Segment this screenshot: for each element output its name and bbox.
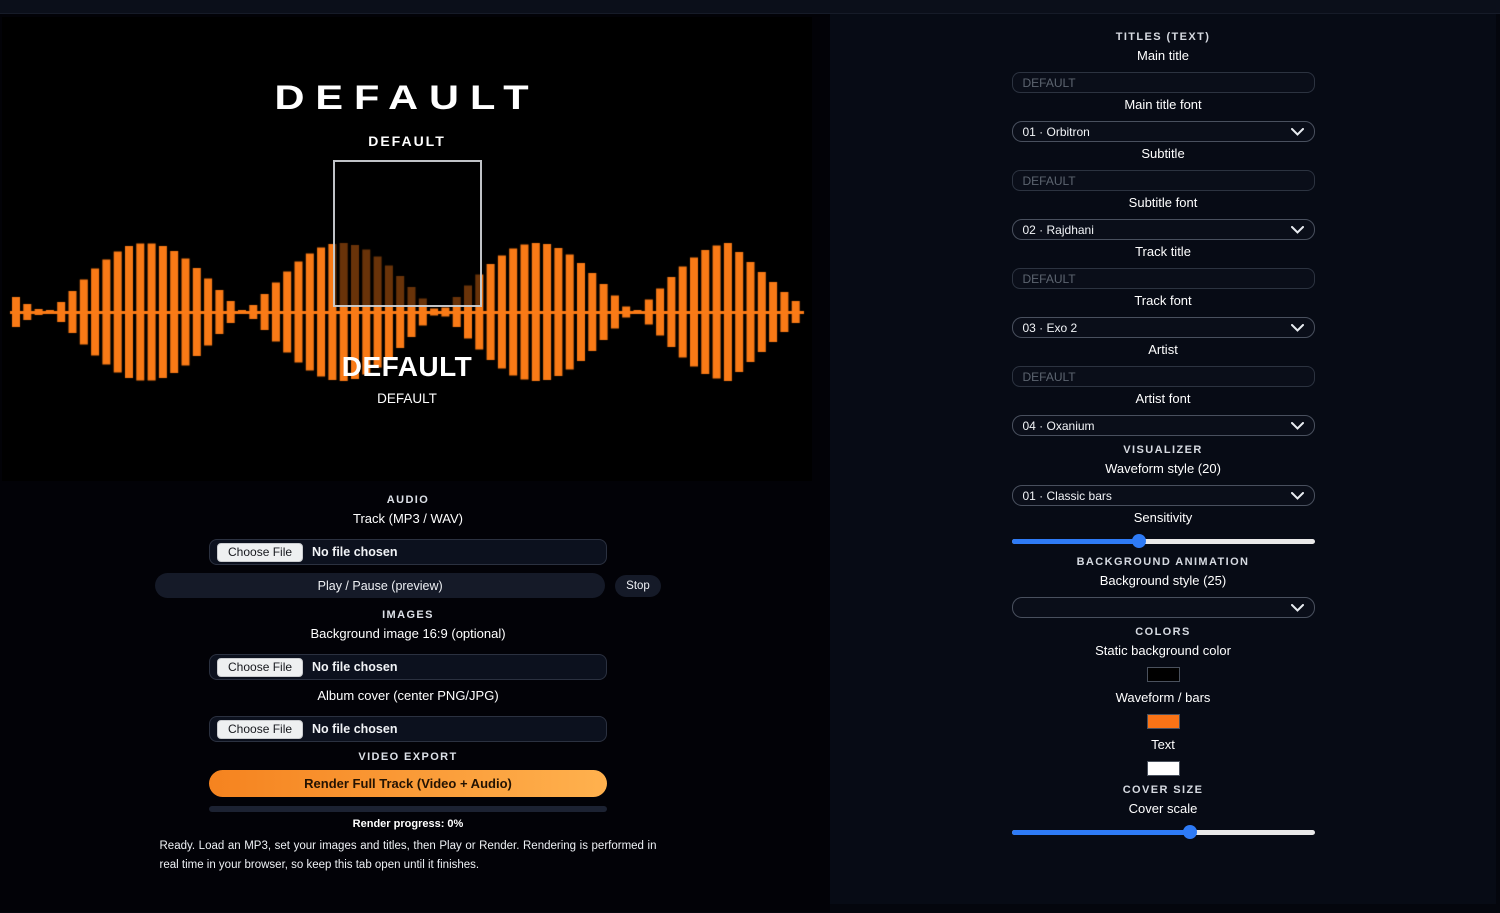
track-file-status: No file chosen bbox=[312, 545, 398, 559]
chevron-down-icon bbox=[1290, 603, 1304, 612]
audio-section-header: AUDIO bbox=[386, 494, 430, 506]
main-title-label: Main title bbox=[1136, 48, 1190, 63]
render-full-track-button[interactable]: Render Full Track (Video + Audio) bbox=[209, 770, 607, 797]
track-font-select[interactable]: 03 · Exo 2 bbox=[1011, 317, 1315, 338]
cover-scale-slider[interactable] bbox=[1011, 825, 1315, 839]
main-title-font-select[interactable]: 01 · Orbitron bbox=[1011, 121, 1315, 142]
background-image-label: Background image 16:9 (optional) bbox=[310, 626, 506, 641]
chevron-down-icon bbox=[1290, 225, 1304, 234]
images-section-header: IMAGES bbox=[382, 609, 434, 621]
background-style-select[interactable] bbox=[1011, 597, 1315, 618]
titles-section-header: TITLES (TEXT) bbox=[1115, 31, 1211, 43]
browser-top-strip bbox=[0, 0, 1500, 14]
track-title-label: Track title bbox=[1135, 244, 1191, 259]
left-column: DEFAULT DEFAULT DEFAULT DEFAULT AUDIO Tr… bbox=[0, 14, 830, 912]
background-file-status: No file chosen bbox=[312, 660, 398, 674]
subtitle-input[interactable] bbox=[1011, 170, 1315, 191]
preview-subtitle: DEFAULT bbox=[368, 133, 446, 149]
album-cover-file-input[interactable]: Choose File No file chosen bbox=[209, 716, 607, 742]
text-color-picker[interactable] bbox=[1146, 761, 1180, 776]
render-progress-bar bbox=[209, 806, 607, 812]
static-background-color-label: Static background color bbox=[1095, 643, 1231, 658]
waveform-style-select[interactable]: 01 · Classic bars bbox=[1011, 485, 1315, 506]
artist-font-label: Artist font bbox=[1135, 391, 1191, 406]
render-progress-label: Render progress: 0% bbox=[352, 818, 464, 830]
cover-scale-label: Cover scale bbox=[1128, 801, 1198, 816]
chevron-down-icon bbox=[1290, 323, 1304, 332]
subtitle-font-select[interactable]: 02 · Rajdhani bbox=[1011, 219, 1315, 240]
cover-size-section-header: COVER SIZE bbox=[1122, 784, 1204, 796]
preview-track-title: DEFAULT bbox=[341, 351, 473, 382]
app-root: DEFAULT DEFAULT DEFAULT DEFAULT AUDIO Tr… bbox=[0, 14, 1500, 912]
main-title-input[interactable] bbox=[1011, 72, 1315, 93]
chevron-down-icon bbox=[1290, 127, 1304, 136]
visualizer-section-header: VISUALIZER bbox=[1123, 444, 1203, 456]
sensitivity-slider-thumb[interactable] bbox=[1131, 534, 1146, 548]
sensitivity-slider[interactable] bbox=[1011, 534, 1315, 548]
subtitle-font-label: Subtitle font bbox=[1128, 195, 1198, 210]
preview-main-title: DEFAULT bbox=[274, 79, 540, 117]
waveform-color-picker[interactable] bbox=[1146, 714, 1180, 729]
album-cover-label: Album cover (center PNG/JPG) bbox=[317, 688, 499, 703]
play-pause-button[interactable]: Play / Pause (preview) bbox=[155, 573, 606, 598]
video-export-section-header: VIDEO EXPORT bbox=[358, 751, 458, 763]
chevron-down-icon bbox=[1290, 421, 1304, 430]
track-title-input[interactable] bbox=[1011, 268, 1315, 289]
cover-scale-slider-thumb[interactable] bbox=[1183, 825, 1198, 839]
stop-button[interactable]: Stop bbox=[615, 574, 661, 597]
background-image-file-input[interactable]: Choose File No file chosen bbox=[209, 654, 607, 680]
cover-choose-file-button[interactable]: Choose File bbox=[217, 719, 304, 739]
subtitle-label: Subtitle bbox=[1141, 146, 1185, 161]
background-animation-section-header: BACKGROUND ANIMATION bbox=[1076, 556, 1250, 568]
colors-section-header: COLORS bbox=[1135, 626, 1191, 638]
waveform-style-label: Waveform style (20) bbox=[1105, 461, 1221, 476]
track-choose-file-button[interactable]: Choose File bbox=[217, 542, 304, 562]
render-status-text: Ready. Load an MP3, set your images and … bbox=[159, 840, 657, 871]
chevron-down-icon bbox=[1290, 491, 1304, 500]
sensitivity-label: Sensitivity bbox=[1133, 510, 1193, 525]
main-title-font-label: Main title font bbox=[1124, 97, 1202, 112]
static-background-color-picker[interactable] bbox=[1146, 667, 1180, 682]
preview-artist: DEFAULT bbox=[377, 391, 437, 406]
settings-panel: TITLES (TEXT) Main title Main title font… bbox=[830, 14, 1496, 904]
artist-label: Artist bbox=[1148, 342, 1178, 357]
album-cover-placeholder bbox=[333, 160, 482, 307]
left-controls: AUDIO Track (MP3 / WAV) Choose File No f… bbox=[2, 494, 814, 875]
playback-row: Play / Pause (preview) Stop bbox=[2, 573, 814, 598]
artist-input[interactable] bbox=[1011, 366, 1315, 387]
background-choose-file-button[interactable]: Choose File bbox=[217, 657, 304, 677]
artist-font-select[interactable]: 04 · Oxanium bbox=[1011, 415, 1315, 436]
track-file-label: Track (MP3 / WAV) bbox=[352, 511, 464, 526]
background-style-label: Background style (25) bbox=[1099, 573, 1227, 588]
cover-file-status: No file chosen bbox=[312, 722, 398, 736]
track-font-label: Track font bbox=[1134, 293, 1192, 308]
text-color-label: Text bbox=[1151, 737, 1175, 752]
track-file-input[interactable]: Choose File No file chosen bbox=[209, 539, 607, 565]
waveform-color-label: Waveform / bars bbox=[1115, 690, 1211, 705]
preview-canvas: DEFAULT DEFAULT DEFAULT DEFAULT bbox=[2, 17, 812, 481]
